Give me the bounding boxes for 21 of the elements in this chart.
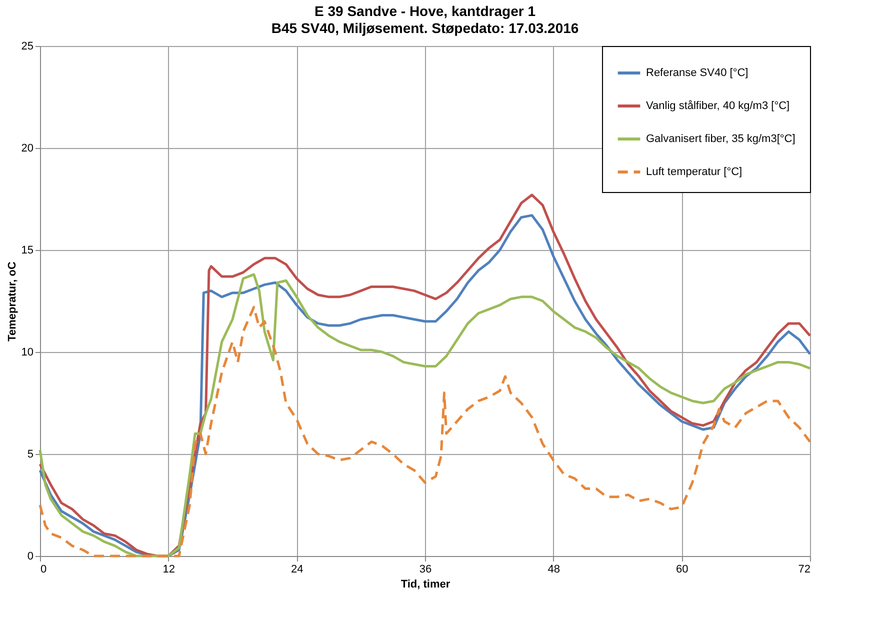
x-tick-label: 72 — [798, 564, 810, 576]
y-tick-label: 15 — [21, 244, 34, 256]
x-tick-label: 60 — [676, 564, 688, 576]
x-tick-label: 24 — [291, 564, 304, 576]
x-axis-title: Tid, timer — [400, 578, 451, 590]
legend-label: Galvanisert fiber, 35 kg/m3[°C] — [646, 133, 796, 145]
legend-label: Luft temperatur [°C] — [646, 166, 742, 178]
y-tick-label: 10 — [21, 346, 34, 358]
x-tick-label: 12 — [162, 564, 175, 576]
y-tick-label: 20 — [21, 142, 34, 154]
x-tick-label: 48 — [548, 564, 560, 576]
chart-title: E 39 Sandve - Hove, kantdrager 1 — [314, 3, 536, 19]
y-tick-label: 25 — [21, 40, 34, 52]
y-tick-label: 5 — [27, 448, 34, 460]
x-tick-label: 36 — [419, 564, 432, 576]
chart-subtitle: B45 SV40, Miljøsement. Støpedato: 17.03.2016 — [271, 20, 579, 36]
y-tick-label: 0 — [27, 550, 34, 562]
y-axis-title: Temepratur, oC — [6, 262, 18, 342]
x-tick-label: 0 — [40, 564, 47, 576]
legend-label: Vanlig stålfiber, 40 kg/m3 [°C] — [646, 100, 790, 112]
legend-label: Referanse SV40 [°C] — [646, 67, 748, 79]
